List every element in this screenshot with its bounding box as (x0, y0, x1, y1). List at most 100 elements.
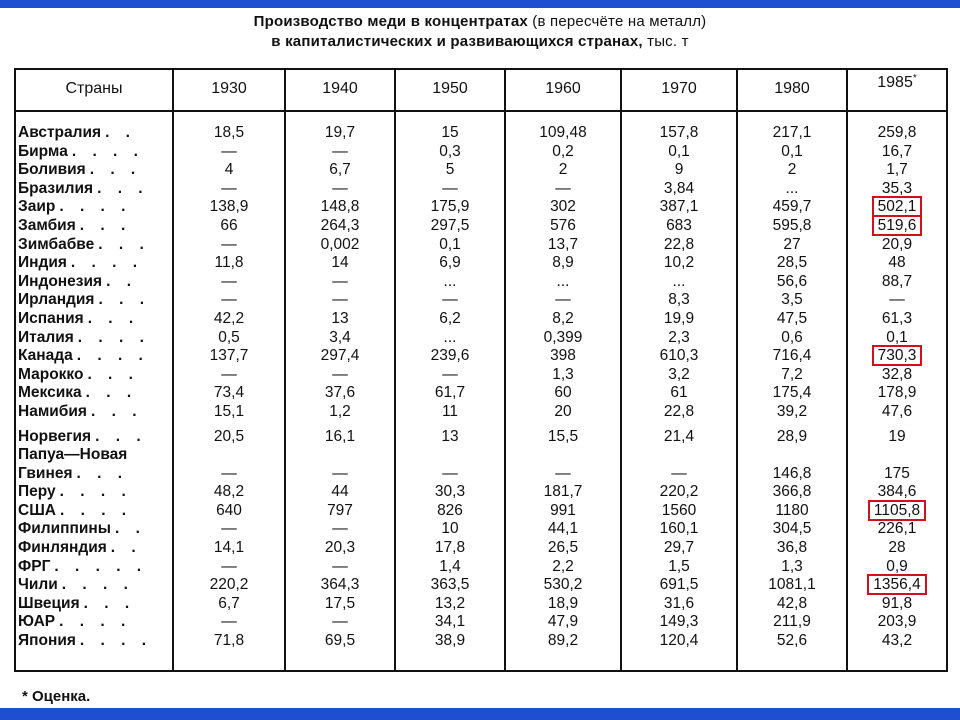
country-name: Канада (18, 347, 73, 365)
value-cell-1985: 28 (848, 539, 946, 558)
value-cell-1940: 264,3 (286, 217, 394, 236)
table-body: Австралия. . 18,5 19,7 15 109,48 157,8 217,1 25… (14, 124, 948, 651)
cell-value: 13 (441, 427, 459, 445)
value-cell-1940: 19,7 (286, 124, 394, 143)
cell-value: 30,3 (434, 483, 466, 501)
cell-value: 1,2 (329, 402, 351, 420)
value-cell-1985: 502,1 (848, 196, 946, 218)
value-cell-1980: 28,5 (738, 254, 846, 273)
country-name: Намибия (18, 402, 87, 420)
value-cell-1950: 17,8 (396, 539, 504, 558)
cell-value: 0,5 (218, 328, 240, 346)
cell-value: 26,5 (547, 539, 579, 557)
cell-value: 35,3 (881, 179, 913, 197)
table-row: Италия. . . . 0,5 3,4... 0,399 2,3 0,6 0,1 (14, 329, 948, 348)
value-cell-1980: 2 (738, 161, 846, 180)
table-row: США. . . . 640 797 826 991 1560 1180 1105,8 (14, 499, 948, 521)
leader-dots: . . . . (59, 198, 132, 216)
leader-dots: . . . (98, 235, 150, 253)
value-cell-1940: 20,3 (286, 539, 394, 558)
value-cell-1930: — (174, 520, 284, 539)
value-cell-1980: 366,8 (738, 483, 846, 502)
value-cell-1980: 42,8 (738, 595, 846, 614)
country-cell: Бразилия. . . (18, 180, 168, 199)
value-cell-1940: 44 (286, 483, 394, 502)
cell-value: 0,9 (886, 557, 908, 575)
value-cell-1960: 181,7 (506, 483, 620, 502)
value-cell-1985: 1105,8 (848, 499, 946, 521)
value-cell-1980: 459,7 (738, 198, 846, 217)
value-cell-1930: 20,5 (174, 428, 284, 447)
table-row: Индия. . . . 11,8 14 6,9 8,9 10,2 28,5 48 (14, 254, 948, 273)
cell-value: 22,8 (663, 235, 695, 253)
cell-value: ... (556, 272, 570, 290)
leader-dots: . . (105, 124, 136, 141)
leader-dots: . . . . (59, 613, 132, 631)
value-cell-1970: — (622, 465, 736, 484)
country-name: Италия (18, 328, 74, 346)
value-cell-1960: 576 (506, 217, 620, 236)
cell-value: 160,1 (659, 520, 699, 538)
leader-dots: . . (106, 272, 137, 290)
country-name: Норвегия (18, 427, 92, 445)
cell-value: — (221, 179, 237, 197)
country-name: Зимбабве (18, 235, 95, 253)
value-cell-1980: 28,9 (738, 428, 846, 447)
cell-value: 20 (554, 402, 572, 420)
value-cell-1960: 398 (506, 347, 620, 366)
table-row: Ирландия. . . — — — — 8,3 3,5 — (14, 291, 948, 310)
country-name: Испания (18, 309, 84, 327)
cell-value: 384,6 (877, 483, 917, 501)
value-cell-1985: 730,3 (848, 345, 946, 367)
value-cell-1940: 6,7 (286, 161, 394, 180)
cell-value: 1,5 (668, 557, 690, 575)
value-cell-1970: 29,7 (622, 539, 736, 558)
value-cell-1980: 716,4 (738, 347, 846, 366)
header-countries: Страны (65, 80, 123, 97)
value-cell-1950: ... (396, 273, 504, 292)
cell-value: 69,5 (324, 632, 356, 650)
value-cell-1980: 1,3 (738, 558, 846, 577)
value-cell-1940: 14 (286, 254, 394, 273)
value-cell-1960: 89,2 (506, 632, 620, 651)
header-1980: 1980 (774, 80, 810, 97)
value-cell-1930: — (174, 273, 284, 292)
value-cell-1950: ... (396, 329, 504, 348)
value-cell-1930: 6,7 (174, 595, 284, 614)
cell-value: 1560 (661, 501, 697, 519)
cell-value: 48,2 (213, 483, 245, 501)
cell-value: — (332, 179, 348, 197)
cell-value: 178,9 (877, 384, 917, 402)
cell-value: ... (672, 272, 686, 290)
country-name: Боливия (18, 161, 86, 179)
value-cell-1930: 42,2 (174, 310, 284, 329)
value-cell-1960: 109,48 (506, 124, 620, 143)
value-cell-1930: 15,1 (174, 403, 284, 422)
value-cell-1985: 519,6 (848, 214, 946, 236)
cell-value: 610,3 (659, 347, 699, 365)
value-cell-1950: 297,5 (396, 217, 504, 236)
value-cell-1980: 595,8 (738, 217, 846, 236)
header-1940: 1940 (322, 80, 358, 97)
cell-value: 18,9 (547, 594, 579, 612)
country-name: США (18, 501, 56, 519)
cell-value: 42,2 (213, 309, 245, 327)
table-row: Чили. . . . 220,2 364,3 363,5 530,2 691,5 1081… (14, 574, 948, 596)
value-cell-1970: 21,4 (622, 428, 736, 447)
country-name: Австралия (18, 124, 102, 141)
cell-value: 0,1 (668, 142, 690, 160)
country-cell: Ирландия. . . (18, 291, 168, 310)
table-row: Марокко. . . — — — 1,3 3,2 7,2 32,8 (14, 366, 948, 385)
country-cell: ЮАР. . . . (18, 613, 168, 632)
cell-value: — (555, 179, 571, 197)
value-cell-1950: 13,2 (396, 595, 504, 614)
country-cell: Бирма. . . . (18, 143, 168, 162)
cell-value: 20,3 (324, 539, 356, 557)
cell-value: 47,9 (547, 613, 579, 631)
cell-value: — (555, 464, 571, 482)
value-cell-1985: 48 (848, 254, 946, 273)
highlighted-value: 1356,4 (867, 574, 927, 596)
value-cell-1930: — (174, 613, 284, 632)
cell-value: 366,8 (772, 483, 812, 501)
cell-value: 297,4 (320, 347, 360, 365)
